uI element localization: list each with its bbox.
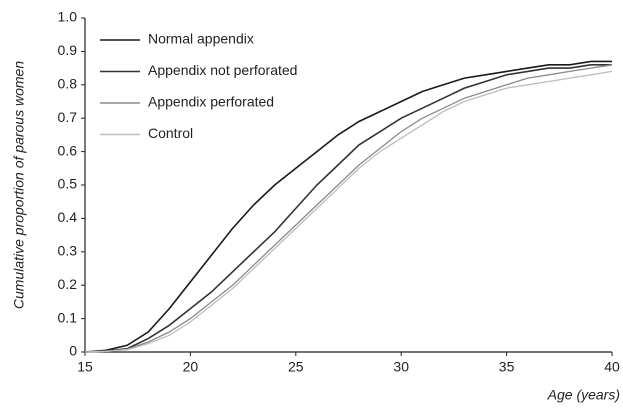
y-tick-label: 0.6 xyxy=(58,142,78,158)
y-tick-label: 0.9 xyxy=(58,42,78,58)
x-tick-label: 15 xyxy=(77,359,93,375)
y-tick-label: 0.2 xyxy=(58,276,78,292)
y-tick-label: 0.3 xyxy=(58,243,78,259)
x-tick-label: 40 xyxy=(604,359,620,375)
y-tick-label: 1.0 xyxy=(58,9,78,25)
series-line xyxy=(84,60,612,353)
y-tick-label: 0.4 xyxy=(58,209,78,225)
legend-label: Appendix perforated xyxy=(148,94,274,110)
x-tick-label: 20 xyxy=(183,359,199,375)
y-tick-label: 0.7 xyxy=(58,109,78,125)
y-tick-label: 0.1 xyxy=(58,309,78,325)
y-axis-label: Cumulative proportion of parous women xyxy=(11,61,27,309)
legend-label: Appendix not perforated xyxy=(148,62,297,78)
y-tick-label: 0.8 xyxy=(58,76,78,92)
series-line xyxy=(84,64,613,353)
y-tick-label: 0 xyxy=(69,343,77,359)
x-tick-label: 30 xyxy=(393,359,409,375)
legend-label: Control xyxy=(148,125,193,141)
series-line xyxy=(84,64,612,353)
x-tick-label: 25 xyxy=(288,359,304,375)
y-tick-label: 0.5 xyxy=(58,176,78,192)
x-tick-label: 35 xyxy=(499,359,515,375)
x-axis-label: Age (years) xyxy=(547,387,620,403)
series-line xyxy=(84,70,613,353)
legend-label: Normal appendix xyxy=(148,31,254,47)
